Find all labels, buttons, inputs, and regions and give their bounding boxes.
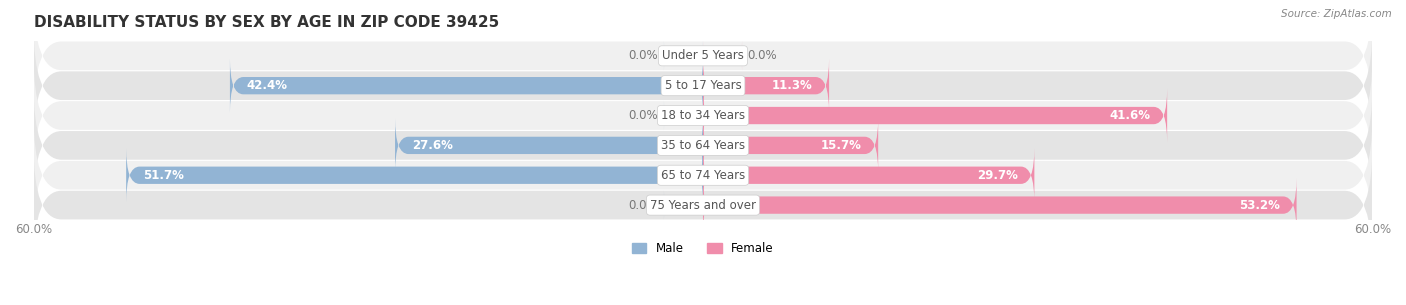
Text: 75 Years and over: 75 Years and over (650, 199, 756, 212)
Text: 15.7%: 15.7% (821, 139, 862, 152)
FancyBboxPatch shape (34, 85, 1372, 206)
Text: 0.0%: 0.0% (628, 199, 658, 212)
Text: 29.7%: 29.7% (977, 169, 1018, 182)
Text: 18 to 34 Years: 18 to 34 Years (661, 109, 745, 122)
Text: 11.3%: 11.3% (772, 79, 813, 92)
Text: Source: ZipAtlas.com: Source: ZipAtlas.com (1281, 9, 1392, 19)
Text: 51.7%: 51.7% (143, 169, 184, 182)
Text: 0.0%: 0.0% (628, 109, 658, 122)
Text: 65 to 74 Years: 65 to 74 Years (661, 169, 745, 182)
Text: Under 5 Years: Under 5 Years (662, 49, 744, 62)
FancyBboxPatch shape (703, 41, 742, 71)
Text: 41.6%: 41.6% (1109, 109, 1150, 122)
FancyBboxPatch shape (703, 59, 830, 113)
FancyBboxPatch shape (34, 145, 1372, 265)
Text: 0.0%: 0.0% (628, 49, 658, 62)
FancyBboxPatch shape (703, 148, 1035, 203)
FancyBboxPatch shape (34, 25, 1372, 146)
Text: DISABILITY STATUS BY SEX BY AGE IN ZIP CODE 39425: DISABILITY STATUS BY SEX BY AGE IN ZIP C… (34, 15, 499, 30)
Text: 42.4%: 42.4% (246, 79, 288, 92)
FancyBboxPatch shape (231, 59, 703, 113)
Text: 5 to 17 Years: 5 to 17 Years (665, 79, 741, 92)
FancyBboxPatch shape (395, 118, 703, 173)
FancyBboxPatch shape (34, 0, 1372, 116)
Text: 0.0%: 0.0% (748, 49, 778, 62)
Text: 35 to 64 Years: 35 to 64 Years (661, 139, 745, 152)
FancyBboxPatch shape (703, 178, 1296, 232)
FancyBboxPatch shape (703, 88, 1167, 143)
Text: 53.2%: 53.2% (1239, 199, 1279, 212)
Legend: Male, Female: Male, Female (627, 237, 779, 260)
FancyBboxPatch shape (127, 148, 703, 203)
FancyBboxPatch shape (703, 118, 879, 173)
Text: 27.6%: 27.6% (412, 139, 453, 152)
FancyBboxPatch shape (664, 100, 703, 131)
FancyBboxPatch shape (34, 55, 1372, 176)
FancyBboxPatch shape (664, 190, 703, 220)
FancyBboxPatch shape (664, 41, 703, 71)
FancyBboxPatch shape (34, 115, 1372, 235)
